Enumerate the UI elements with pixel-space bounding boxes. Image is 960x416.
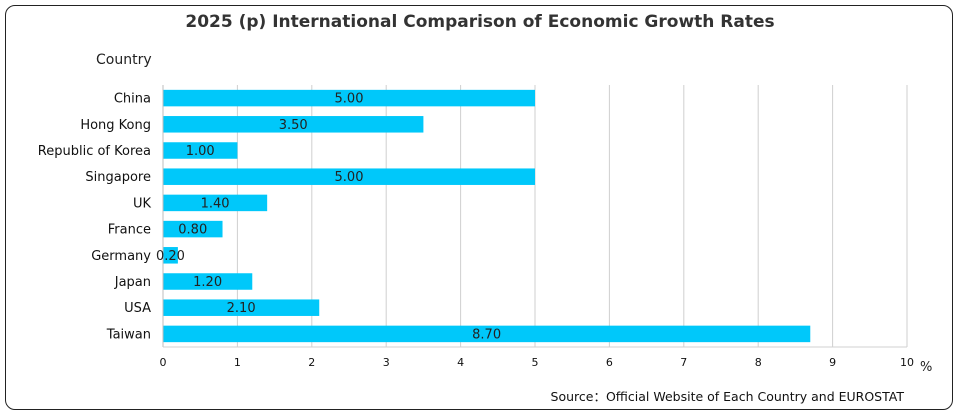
data-label: 1.40 — [201, 196, 230, 211]
x-tick-label: 3 — [383, 356, 390, 369]
category-label: Republic of Korea — [38, 144, 151, 159]
data-label: 1.20 — [193, 275, 222, 290]
category-label: China — [114, 92, 151, 107]
x-tick-label: 4 — [457, 356, 464, 369]
category-label: Japan — [114, 275, 151, 290]
chart-title: 2025 (p) International Comparison of Eco… — [185, 12, 775, 32]
x-tick-label: 6 — [606, 356, 613, 369]
x-tick-label: 8 — [755, 356, 762, 369]
category-label: UK — [133, 196, 152, 211]
bar — [163, 194, 268, 212]
bar — [163, 273, 253, 290]
bar — [163, 89, 535, 107]
data-label: 5.00 — [335, 92, 364, 107]
bars — [163, 89, 811, 343]
y-axis-title: Country — [96, 52, 152, 68]
axes — [162, 85, 907, 348]
data-label: 3.50 — [279, 118, 308, 133]
data-label: 0.80 — [178, 223, 207, 238]
x-tick-label: 1 — [234, 356, 241, 369]
x-axis-unit: % — [920, 360, 933, 375]
x-tick-label: 9 — [829, 356, 836, 369]
bar — [163, 142, 238, 159]
bar — [163, 220, 223, 238]
bar — [163, 325, 811, 343]
x-tick-label: 5 — [532, 356, 539, 369]
data-label: 5.00 — [335, 170, 364, 185]
category-label: Germany — [91, 249, 151, 264]
x-tick-label: 0 — [160, 356, 167, 369]
labels: 0 1 2 3 4 5 6 7 8 9 10 China 5.00 Hong Kong 3.50 Republ… — [38, 92, 914, 369]
data-label: 8.70 — [472, 327, 501, 342]
bar — [163, 299, 320, 316]
data-label: 0.20 — [156, 249, 185, 264]
data-label: 2.10 — [227, 301, 256, 316]
bar — [163, 247, 178, 264]
category-label: Hong Kong — [80, 118, 151, 133]
x-tick-label: 2 — [308, 356, 315, 369]
category-label: Taiwan — [106, 327, 151, 342]
x-tick-label: 7 — [680, 356, 687, 369]
category-label: Singapore — [85, 170, 151, 185]
category-label: France — [108, 223, 151, 238]
category-label: USA — [124, 301, 151, 316]
bar — [163, 116, 424, 133]
x-tick-label: 10 — [900, 356, 914, 369]
data-label: 1.00 — [186, 144, 215, 159]
source-note: Source：Official Website of Each Country … — [550, 389, 904, 404]
bar — [163, 168, 535, 185]
